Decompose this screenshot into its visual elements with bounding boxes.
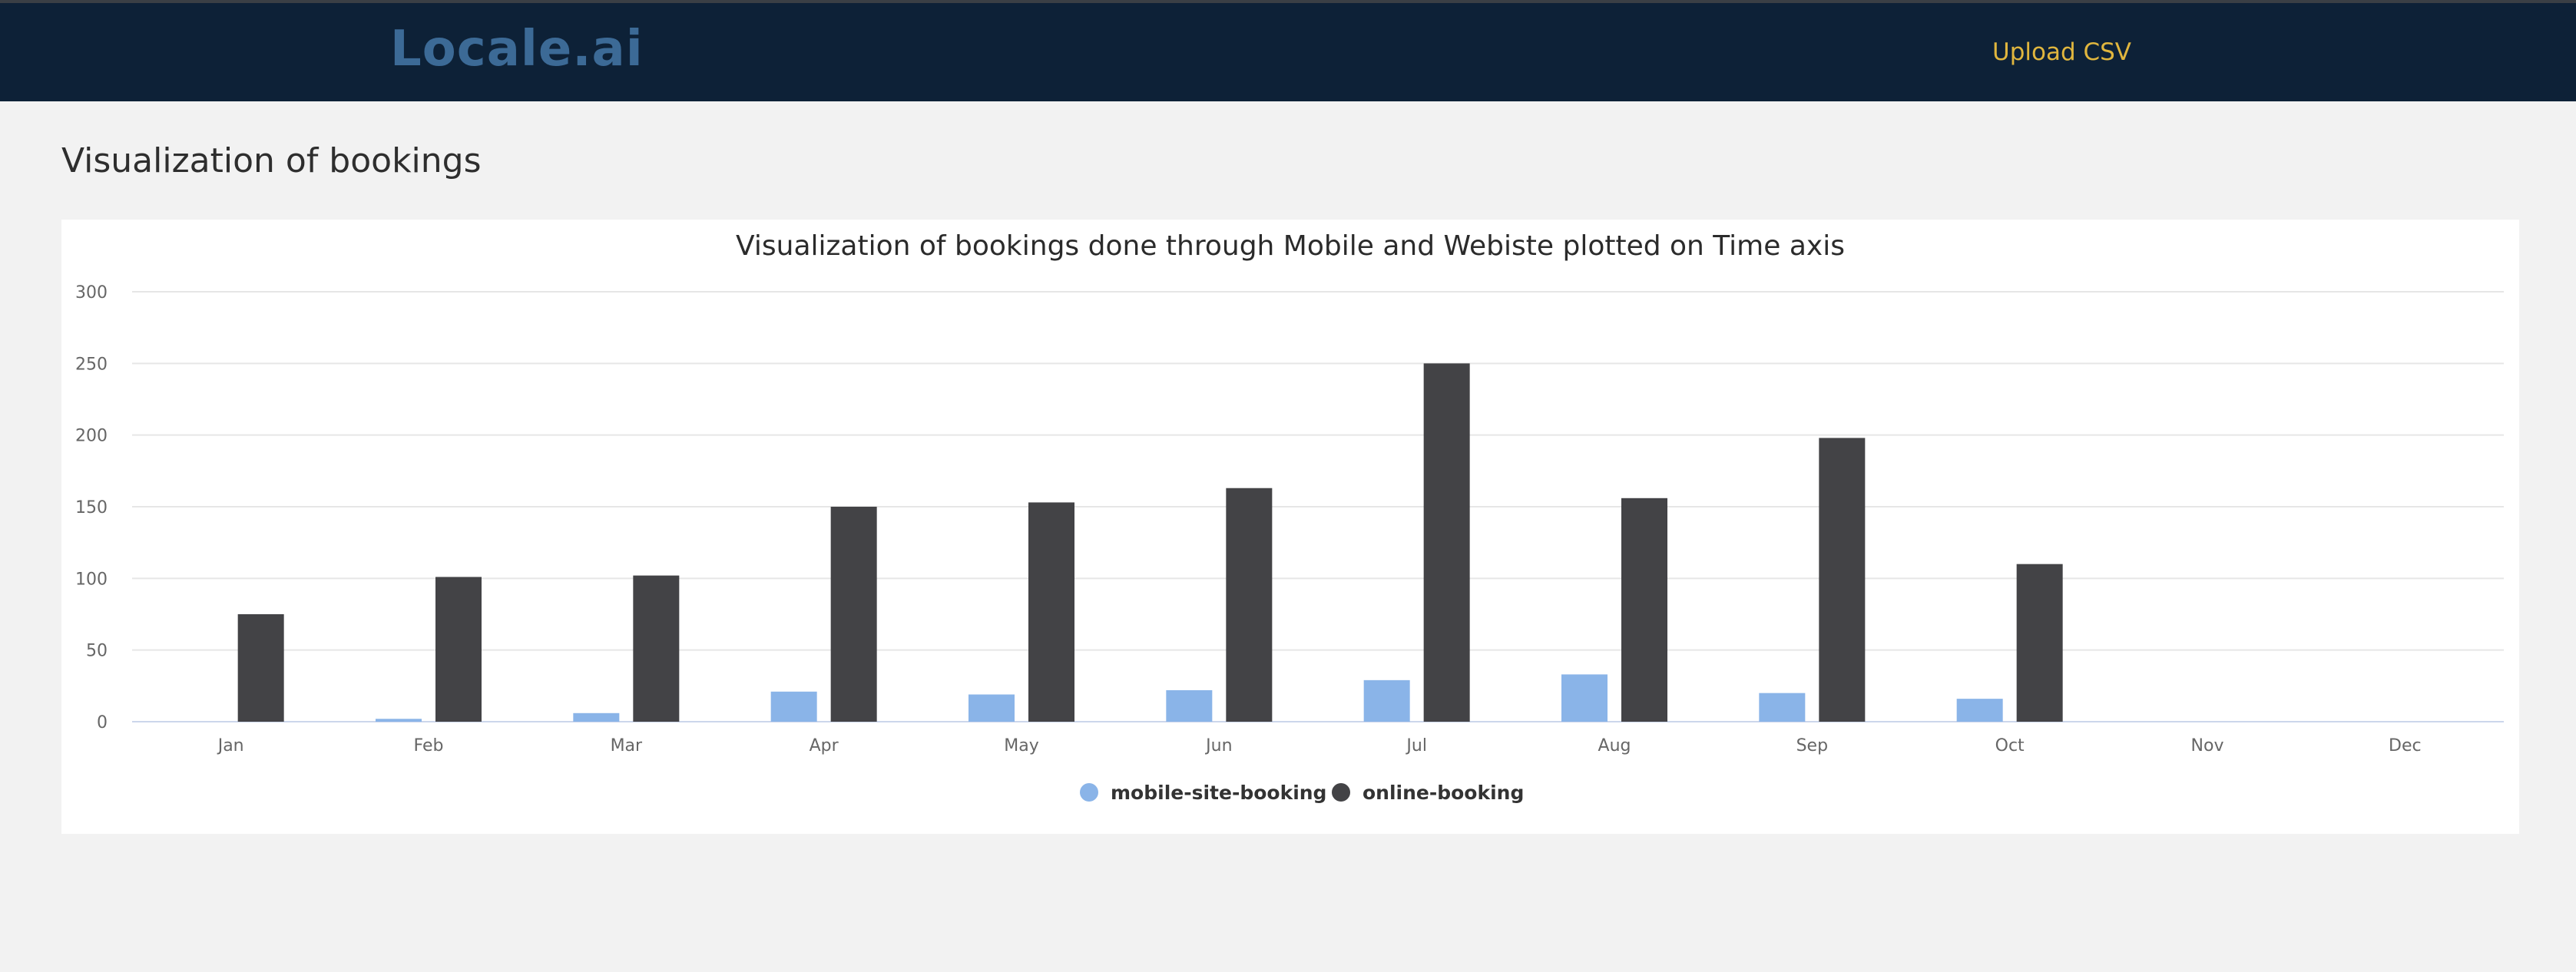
- bar-online-booking-may[interactable]: [1028, 502, 1074, 722]
- y-tick-label: 250: [75, 355, 108, 374]
- legend-marker: [1332, 783, 1350, 802]
- bar-mobile-site-booking-feb[interactable]: [376, 719, 422, 722]
- bar-online-booking-jan[interactable]: [237, 614, 284, 722]
- bar-mobile-site-booking-jul[interactable]: [1363, 679, 1410, 722]
- brand-logo[interactable]: Locale.ai: [390, 21, 644, 78]
- bar-mobile-site-booking-aug[interactable]: [1561, 674, 1608, 722]
- y-tick-label: 150: [75, 498, 108, 517]
- x-tick-label: Feb: [414, 736, 444, 755]
- x-tick-label: Jan: [217, 736, 244, 755]
- bar-online-booking-jul[interactable]: [1423, 363, 1470, 722]
- page-title: Visualization of bookings: [61, 141, 482, 180]
- bar-mobile-site-booking-mar[interactable]: [573, 712, 620, 722]
- x-tick-label: Sep: [1796, 736, 1828, 755]
- x-tick-label: Jun: [1204, 736, 1232, 755]
- bar-online-booking-feb[interactable]: [435, 577, 482, 722]
- bar-mobile-site-booking-oct[interactable]: [1956, 699, 2003, 722]
- bar-mobile-site-booking-jun[interactable]: [1166, 689, 1213, 722]
- y-tick-label: 50: [86, 642, 108, 661]
- x-tick-label: Dec: [2389, 736, 2422, 755]
- y-tick-label: 200: [75, 427, 108, 446]
- bar-online-booking-sep[interactable]: [1819, 438, 1866, 722]
- x-tick-label: Jul: [1405, 736, 1427, 755]
- chart-panel: Visualization of bookings done through M…: [61, 220, 2519, 834]
- y-tick-label: 0: [97, 713, 108, 732]
- y-tick-label: 300: [75, 283, 108, 303]
- chart-title: Visualization of bookings done through M…: [736, 230, 1845, 262]
- bookings-chart: Visualization of bookings done through M…: [75, 230, 2504, 804]
- y-axis: 0 50 100 150 200 250 300: [75, 283, 108, 732]
- bar-online-booking-apr[interactable]: [830, 507, 877, 722]
- bar-online-booking-aug[interactable]: [1621, 498, 1667, 722]
- legend-label: online-booking: [1362, 782, 1524, 804]
- bar-mobile-site-booking-sep[interactable]: [1759, 693, 1806, 722]
- top-navbar: Locale.ai Upload CSV: [0, 0, 2576, 101]
- bar-online-booking-mar[interactable]: [633, 575, 680, 722]
- chart-bars: [237, 363, 2063, 722]
- x-tick-label: Aug: [1598, 736, 1631, 755]
- chart-legend: mobile-site-booking online-booking: [1080, 782, 1524, 804]
- y-tick-label: 100: [75, 570, 108, 589]
- x-tick-label: Mar: [611, 736, 643, 755]
- upload-csv-link[interactable]: Upload CSV: [1992, 38, 2132, 66]
- legend-item-mobile-site-booking[interactable]: mobile-site-booking: [1080, 782, 1326, 804]
- legend-label: mobile-site-booking: [1111, 782, 1326, 804]
- x-axis: Jan Feb Mar Apr May Jun Jul Aug Sep Oct Nov Dec: [217, 736, 2422, 755]
- x-tick-label: Apr: [810, 736, 839, 755]
- bar-mobile-site-booking-apr[interactable]: [770, 691, 817, 722]
- legend-marker: [1080, 783, 1098, 802]
- x-tick-label: Nov: [2191, 736, 2224, 755]
- bar-online-booking-jun[interactable]: [1226, 488, 1273, 722]
- legend-item-online-booking[interactable]: online-booking: [1332, 782, 1524, 804]
- x-tick-label: May: [1004, 736, 1038, 755]
- bar-mobile-site-booking-may[interactable]: [968, 694, 1015, 722]
- bar-online-booking-oct[interactable]: [2016, 564, 2063, 722]
- chart-gridlines: [132, 291, 2504, 722]
- x-tick-label: Oct: [1995, 736, 2025, 755]
